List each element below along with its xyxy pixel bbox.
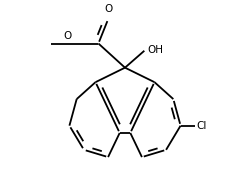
Text: OH: OH	[148, 45, 164, 54]
Text: O: O	[104, 5, 112, 14]
Text: Cl: Cl	[197, 121, 207, 131]
Text: O: O	[63, 31, 71, 41]
